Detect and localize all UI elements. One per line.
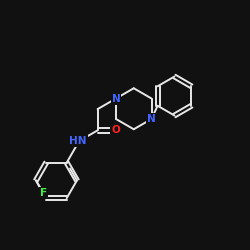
Text: HN: HN xyxy=(69,136,87,146)
Text: F: F xyxy=(40,188,47,198)
Text: N: N xyxy=(147,114,156,124)
Text: O: O xyxy=(111,126,120,136)
Text: N: N xyxy=(112,94,120,104)
